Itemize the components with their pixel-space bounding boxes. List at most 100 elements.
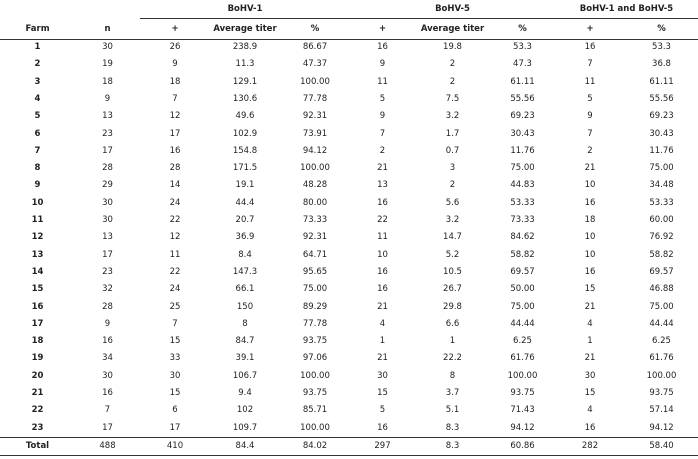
table-cell: 49.6 (235, 111, 255, 122)
table-cell: 14 (169, 180, 181, 191)
table-cell: 13 (102, 232, 113, 243)
table-cell: 1 (587, 336, 593, 347)
total-cell: 410 (166, 441, 184, 451)
table-cell: 100.00 (646, 370, 677, 381)
table-cell: 53.3 (652, 42, 671, 52)
table-cell: 46.88 (649, 284, 674, 295)
table-cell: 4 (587, 318, 593, 329)
table-cell: 69.23 (649, 111, 674, 122)
table-cell: 17 (102, 145, 113, 156)
table-cell: 75.00 (510, 163, 535, 174)
table-cell: 34.48 (649, 180, 674, 191)
table-cell: 5.6 (445, 197, 460, 208)
table-cell: 53.33 (649, 197, 674, 208)
table-cell: 15 (377, 388, 388, 398)
table-cell: 30 (102, 197, 113, 208)
table-cell: 17 (102, 422, 113, 433)
column-header: + (586, 24, 594, 34)
table-cell: 0.7 (445, 145, 460, 156)
table-cell: 94.12 (302, 145, 328, 156)
table-cell: 85.71 (302, 405, 328, 416)
table-cell: 12 (169, 232, 181, 243)
table-cell: 58.82 (510, 249, 535, 260)
table-cell: 93.75 (302, 388, 328, 398)
table-cell: 22.2 (443, 353, 462, 364)
total-rule (0, 437, 698, 438)
table-cell: 39.1 (235, 353, 255, 364)
table-cell: 3.2 (445, 215, 460, 225)
column-header: + (171, 24, 179, 34)
table-cell: 17 (169, 422, 181, 433)
table-cell: 19.1 (235, 180, 255, 191)
table-cell: 92.31 (302, 232, 328, 243)
total-cell: 8.3 (445, 441, 460, 451)
table-cell: 11 (169, 249, 181, 260)
table-cell: 24 (169, 197, 181, 208)
table-cell: 7 (172, 318, 178, 329)
table-cell: 7 (379, 128, 386, 139)
column-header: Average titer (420, 24, 485, 34)
table-cell: 16 (102, 336, 113, 347)
farm-label: 22 (31, 405, 44, 416)
table-cell: 22 (169, 266, 181, 277)
table-cell: 3 (449, 163, 456, 174)
farm-label: 6 (34, 128, 41, 139)
table-cell: 61.11 (510, 76, 535, 87)
column-header: Farm (25, 24, 50, 34)
table-cell: 33 (169, 353, 181, 364)
table-cell: 55.56 (510, 93, 535, 104)
table-cell: 1.7 (445, 128, 460, 139)
table-cell: 93.75 (649, 388, 674, 398)
table-cell: 69.57 (510, 266, 535, 277)
table-cell: 86.67 (302, 42, 328, 52)
table-cell: 1 (379, 336, 386, 347)
table-cell: 16 (102, 388, 113, 398)
table-cell: 44.44 (649, 318, 674, 329)
table-cell: 8 (242, 318, 248, 329)
table-cell: 24 (169, 284, 181, 295)
table-cell: 18 (584, 215, 596, 225)
table-cell: 61.11 (649, 76, 674, 87)
table-cell: 21 (377, 301, 388, 312)
table-cell: 48.28 (302, 180, 328, 191)
table-cell: 30 (102, 370, 113, 381)
table-cell: 2 (449, 180, 456, 191)
table-cell: 32 (102, 284, 113, 295)
farm-label: 7 (34, 145, 41, 156)
table-cell: 9 (172, 59, 178, 70)
table-cell: 10 (584, 232, 596, 243)
table-cell: 150 (236, 301, 254, 312)
table-cell: 8.3 (445, 422, 460, 433)
table-cell: 75.00 (649, 163, 674, 174)
table-cell: 26.7 (443, 284, 462, 295)
table-cell: 2 (449, 76, 456, 87)
table-cell: 10.5 (443, 266, 462, 277)
table-cell: 29 (102, 180, 113, 191)
farm-label: 16 (31, 301, 44, 312)
table-cell: 106.7 (232, 370, 258, 381)
table-cell: 102.9 (232, 128, 258, 139)
table-cell: 11.76 (649, 145, 674, 156)
farm-label: 13 (31, 249, 44, 260)
table-cell: 30 (102, 215, 113, 225)
table-cell: 69.57 (649, 266, 674, 277)
table-cell: 58.82 (649, 249, 674, 260)
table-cell: 100.00 (300, 76, 330, 87)
table-cell: 11.3 (235, 59, 255, 70)
total-label: Total (25, 441, 50, 451)
table-cell: 29.8 (443, 301, 462, 312)
table-cell: 34 (102, 353, 113, 364)
table-cell: 4 (587, 405, 593, 416)
table-cell: 2 (587, 145, 593, 156)
table-cell: 6.25 (652, 336, 671, 347)
farm-label: 10 (31, 197, 44, 208)
table-cell: 50.00 (510, 284, 535, 295)
total-cell: 297 (374, 441, 391, 451)
table-cell: 22 (169, 215, 181, 225)
table-cell: 21 (377, 353, 388, 364)
bottom-rule (0, 455, 698, 456)
farm-label: 11 (31, 215, 44, 225)
table-cell: 16 (584, 266, 596, 277)
table-cell: 147.3 (232, 266, 258, 277)
table-cell: 89.29 (302, 301, 328, 312)
